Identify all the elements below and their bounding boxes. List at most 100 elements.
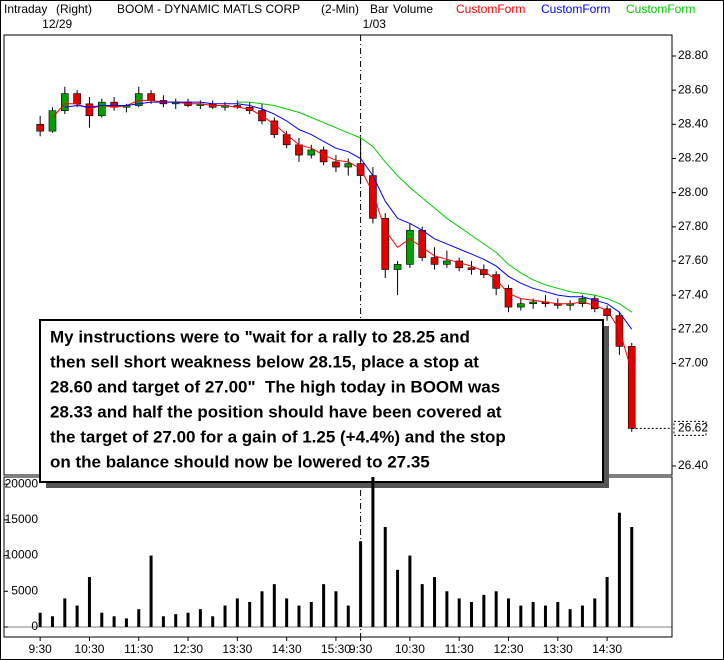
y-tick-label: 28.60 [678,82,708,96]
volume-bar [334,591,338,627]
header-study: Volume [393,2,433,16]
volume-bar [506,598,510,627]
candle-body [590,298,599,310]
x-tick-label: 9:30 [28,642,52,656]
header-mode: Intraday [4,2,47,16]
candle-body [85,103,94,117]
annotation-line: on the balance should now be lowered to … [50,452,430,471]
candle-body [517,303,525,308]
volume-bar [161,616,165,627]
x-tick-label: 14:30 [592,642,622,656]
volume-bar [186,612,190,627]
candle-body [578,298,587,304]
y-tick-label: 5000 [11,583,38,597]
candle-body [443,260,451,265]
y-tick-label: 0 [31,619,38,633]
volume-bar [531,602,535,627]
volume-bar [100,612,104,627]
last-price-label: 26.62 [678,421,708,435]
volume-bar [494,591,498,627]
candle-body [48,110,57,132]
x-tick-label: 13:30 [222,642,252,656]
x-tick-label: 12:30 [173,642,203,656]
volume-bar [630,527,634,627]
volume-bar [408,555,412,627]
candle-body [134,93,143,106]
x-tick-label: 11:30 [445,642,474,656]
y-tick-label: 27.00 [678,356,708,370]
volume-bar [605,577,609,627]
volume-bar [470,602,474,627]
annotation-line: 28.33 and half the position should have … [50,402,502,421]
y-tick-label: 28.00 [678,185,708,199]
volume-bar [519,605,523,627]
header-interval: (2-Min) [321,2,359,16]
candle-body [307,149,316,156]
volume-bar [556,602,560,627]
header-style: Bar [370,2,389,16]
x-tick-label: 12:30 [493,642,523,656]
candle-body [332,161,340,168]
y-tick-label: 27.20 [678,321,708,335]
volume-bar [346,605,350,627]
volume-bar [285,598,289,627]
volume-bar [383,527,387,627]
candle-body [369,175,377,219]
volume-bar [63,598,67,627]
moving-average-line [52,99,633,373]
y-tick-label: 10000 [5,548,39,562]
volume-bar [198,609,202,627]
candle-body [36,124,44,132]
y-tick-label: 26.40 [678,458,708,472]
candle-body [492,274,500,289]
last-price-box [673,420,707,436]
candle-body [73,93,81,105]
candle-body [61,93,69,111]
volume-bar [297,605,301,627]
volume-bar [124,618,128,627]
y-tick-label: 27.40 [678,287,708,301]
volume-bar [396,569,400,627]
y-tick-label: 28.20 [678,151,708,165]
volume-bar [87,577,91,627]
candle-body [406,229,414,265]
candle-body [529,301,537,304]
volume-bar [617,512,621,627]
volume-bar [211,616,215,627]
x-tick-label: 14:30 [272,642,302,656]
y-tick-label: 27.60 [678,253,708,267]
volume-bar [137,609,141,627]
candle-body [381,217,390,270]
candle-body [147,93,155,101]
candle-body [295,144,303,156]
date-label: 1/03 [363,17,387,31]
candle-body [504,288,513,308]
volume-bar [593,598,597,627]
legend-entry: CustomForm [456,2,525,16]
y-tick-label: 15000 [5,512,39,526]
volume-bar [309,602,313,627]
candle-body [319,149,328,163]
volume-bar [482,594,486,627]
volume-bar [260,591,264,627]
annotation-line: 28.60 and target of 27.00" The high toda… [50,377,500,396]
annotation-line: My instructions were to "wait for a rall… [50,327,470,346]
header-axis: (Right) [56,2,92,16]
legend-entry: CustomForm [626,2,695,16]
volume-bar [50,616,54,627]
volume-bar [359,541,363,627]
y-tick-label: 28.80 [678,48,708,62]
candle-body [627,346,636,429]
volume-bar [433,577,437,627]
moving-average-line [64,101,633,330]
candle-body [467,267,476,270]
annotation-line: then sell short weakness below 28.15, pl… [50,352,479,371]
header-symbol: BOOM - DYNAMIC MATLS CORP [117,2,300,16]
volume-bar [543,605,547,627]
volume-bar [371,477,375,627]
volume-bar [322,584,326,627]
x-tick-label: 10:30 [395,642,425,656]
y-tick-label: 20000 [5,476,39,490]
y-tick-label: 27.80 [678,219,708,233]
